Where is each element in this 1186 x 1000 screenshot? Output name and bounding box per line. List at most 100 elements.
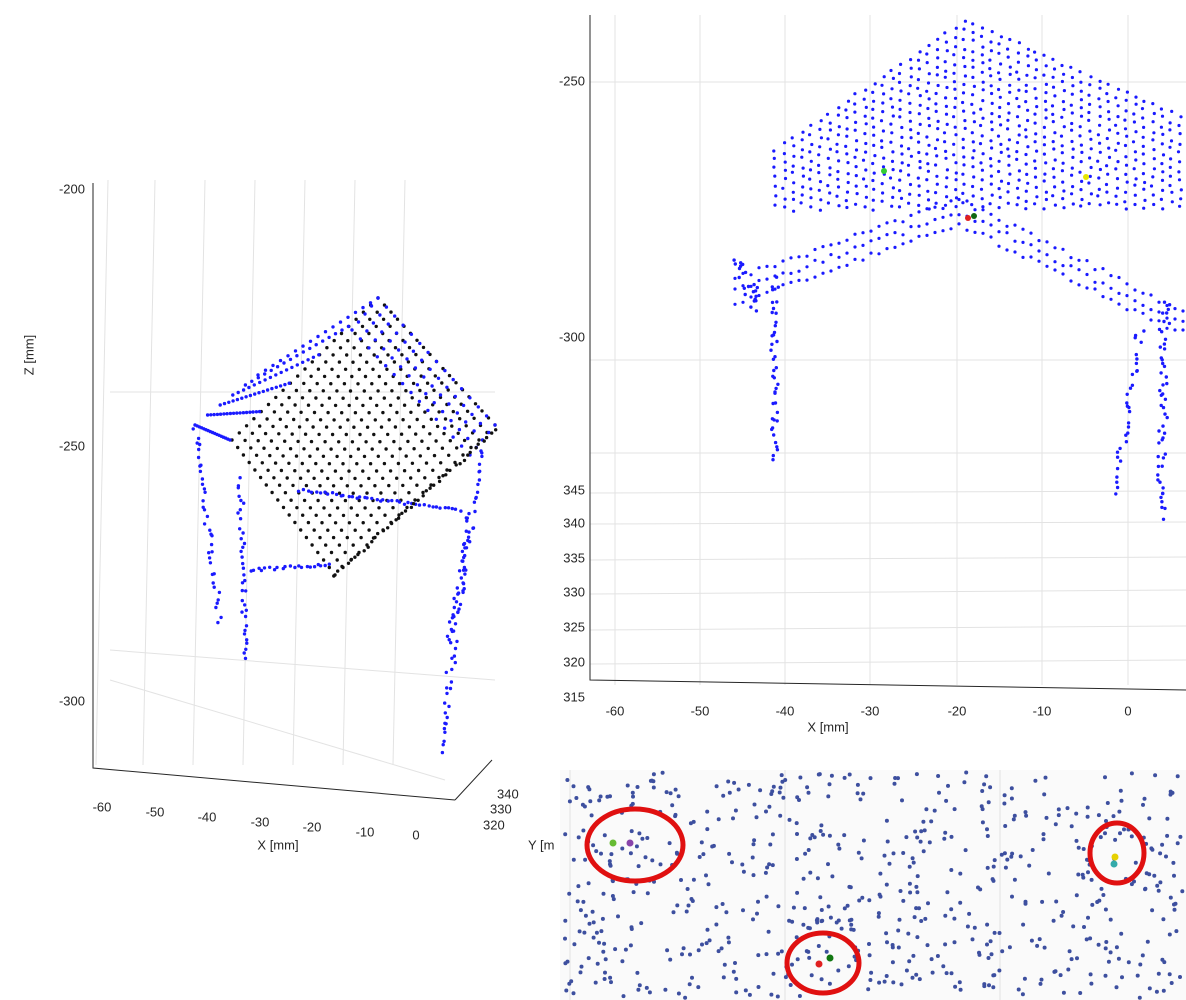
point <box>731 969 736 974</box>
point <box>933 205 937 209</box>
point <box>595 961 600 966</box>
point <box>791 905 796 910</box>
point <box>826 954 834 962</box>
point <box>1098 203 1102 207</box>
point <box>569 979 574 984</box>
point <box>890 204 894 208</box>
point <box>462 458 467 463</box>
point <box>462 542 466 547</box>
point <box>998 77 1002 81</box>
point <box>789 271 793 275</box>
point <box>418 388 422 393</box>
point <box>1069 279 1073 283</box>
point <box>908 110 912 115</box>
point <box>1114 194 1118 198</box>
point <box>268 453 272 458</box>
point <box>1133 336 1137 340</box>
point <box>350 374 354 379</box>
point <box>333 521 338 525</box>
point <box>1075 956 1079 961</box>
point <box>914 972 919 977</box>
point <box>826 201 831 205</box>
point <box>247 385 251 390</box>
point <box>317 432 321 437</box>
point <box>191 427 195 431</box>
point <box>857 898 862 903</box>
point <box>944 96 948 100</box>
point <box>299 410 303 414</box>
point <box>1087 202 1091 206</box>
point <box>274 395 278 400</box>
point <box>1053 822 1058 827</box>
point <box>836 133 841 137</box>
point <box>869 239 873 243</box>
point <box>770 863 775 868</box>
point <box>981 61 985 65</box>
point <box>961 100 965 105</box>
point <box>962 182 966 186</box>
point <box>746 782 751 787</box>
point <box>421 345 426 350</box>
point <box>218 412 223 416</box>
point <box>997 51 1001 55</box>
point <box>918 94 922 98</box>
point <box>461 581 465 585</box>
point <box>989 84 993 88</box>
point <box>1059 134 1064 138</box>
point <box>1018 854 1023 859</box>
point <box>934 91 938 96</box>
point <box>726 779 731 784</box>
point <box>480 451 484 455</box>
point <box>445 468 449 472</box>
point <box>908 119 913 123</box>
point <box>989 157 993 161</box>
point <box>998 105 1002 110</box>
point <box>330 367 334 371</box>
point <box>891 186 896 190</box>
point <box>836 170 840 174</box>
point <box>472 429 476 433</box>
point <box>1098 86 1102 90</box>
tick-label: -300 <box>59 693 85 708</box>
point <box>864 168 868 172</box>
point <box>1156 478 1160 482</box>
point <box>773 265 777 269</box>
point <box>846 964 851 969</box>
point <box>447 402 451 406</box>
point <box>803 851 808 856</box>
grid-line <box>109 649 496 681</box>
point <box>736 787 741 792</box>
point <box>375 355 379 359</box>
point <box>1088 174 1092 178</box>
point <box>277 432 281 436</box>
point <box>248 410 252 414</box>
point <box>847 772 852 777</box>
point <box>429 417 433 421</box>
point <box>1141 116 1145 120</box>
point <box>1166 307 1171 312</box>
point <box>235 397 240 402</box>
point <box>382 347 386 351</box>
point <box>989 164 993 168</box>
point <box>970 102 974 106</box>
point <box>1037 249 1041 253</box>
point <box>1079 188 1083 192</box>
point <box>1161 132 1165 136</box>
point <box>752 838 757 843</box>
point <box>872 133 876 137</box>
point <box>325 346 329 350</box>
point <box>1080 197 1084 202</box>
point <box>1129 882 1134 887</box>
point <box>415 417 419 422</box>
point <box>954 188 958 192</box>
point <box>326 410 330 415</box>
point <box>929 819 934 824</box>
point <box>962 163 966 167</box>
point <box>1051 57 1055 61</box>
point <box>791 164 795 168</box>
point <box>1074 811 1079 816</box>
point <box>337 491 342 495</box>
point <box>683 995 688 1000</box>
point <box>801 185 805 189</box>
point <box>1107 201 1111 205</box>
